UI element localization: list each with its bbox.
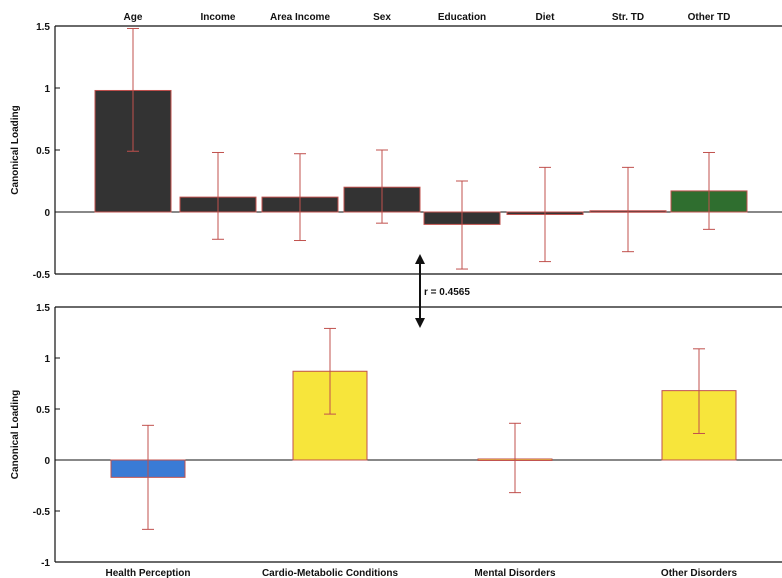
y-tick-label: -1 bbox=[41, 558, 50, 569]
y-tick-label: 1 bbox=[44, 84, 50, 95]
y-tick-label: 0 bbox=[44, 456, 50, 467]
category-label: Diet bbox=[536, 12, 556, 23]
category-label: Health Perception bbox=[105, 568, 190, 578]
y-tick-label: 1.5 bbox=[36, 22, 50, 33]
arrow-up-icon bbox=[415, 254, 425, 264]
category-label: Sex bbox=[373, 12, 391, 23]
bottom-panel: 1.5 1 0.5 0 -0.5 -1 Canonical Loading Health Pe… bbox=[10, 303, 782, 578]
y-tick-label: 1.5 bbox=[36, 303, 50, 314]
correlation-label: r = 0.4565 bbox=[424, 287, 470, 298]
y-tick-label: 0.5 bbox=[36, 405, 50, 416]
y-tick-label: -0.5 bbox=[33, 507, 51, 518]
category-label: Other TD bbox=[688, 12, 731, 23]
category-label: Cardio-Metabolic Conditions bbox=[262, 568, 399, 578]
category-label: Mental Disorders bbox=[474, 568, 556, 578]
category-label: Str. TD bbox=[612, 12, 644, 23]
category-label: Income bbox=[200, 12, 235, 23]
y-axis-label: Canonical Loading bbox=[10, 390, 21, 479]
y-tick-label: 0.5 bbox=[36, 146, 50, 157]
category-label: Area Income bbox=[270, 12, 330, 23]
category-label: Other Disorders bbox=[661, 568, 738, 578]
category-label: Age bbox=[124, 12, 143, 23]
y-tick-label: 0 bbox=[44, 208, 50, 219]
y-tick-label: 1 bbox=[44, 354, 50, 365]
top-panel: 1.5 1 0.5 0 -0.5 Canonical Loading Age Income Ar… bbox=[10, 12, 782, 281]
arrow-down-icon bbox=[415, 318, 425, 328]
correlation-connector: r = 0.4565 bbox=[415, 254, 470, 328]
category-label: Education bbox=[438, 12, 486, 23]
y-axis-label: Canonical Loading bbox=[10, 105, 21, 194]
y-tick-label: -0.5 bbox=[33, 270, 51, 281]
